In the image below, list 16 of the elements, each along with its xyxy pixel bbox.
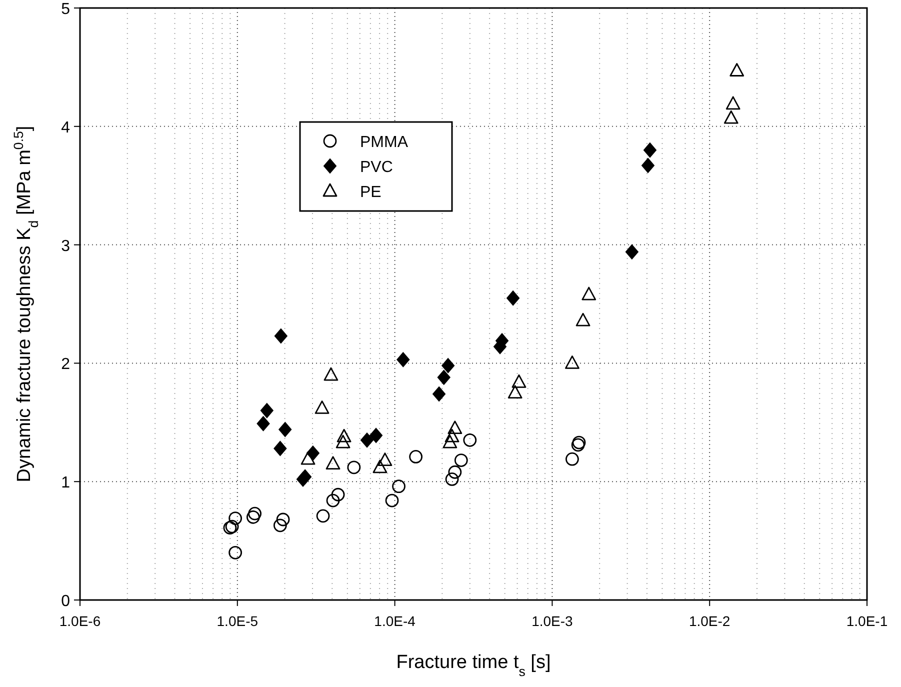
y-tick-label: 1 [61, 474, 70, 492]
legend-label: PE [360, 184, 382, 201]
y-tick-label: 4 [61, 119, 70, 136]
legend-label: PMMA [360, 134, 408, 151]
x-tick-label: 1.0E-6 [59, 613, 101, 629]
x-tick-label: 1.0E-4 [374, 613, 416, 629]
x-tick-label: 1.0E-2 [688, 613, 730, 629]
x-tick-label: 1.0E-5 [216, 613, 258, 629]
x-tick-label: 1.0E-3 [532, 613, 574, 629]
y-tick-label: 0 [61, 593, 70, 610]
y-tick-label: 5 [61, 1, 70, 18]
x-tick-label: 1.0E-1 [846, 613, 888, 629]
y-tick-label: 2 [61, 356, 70, 374]
x-axis-title: Fracture time t$_{s}$ [s] [396, 652, 551, 678]
y-tick-label: 3 [61, 238, 70, 255]
legend-label: PVC [360, 159, 393, 176]
